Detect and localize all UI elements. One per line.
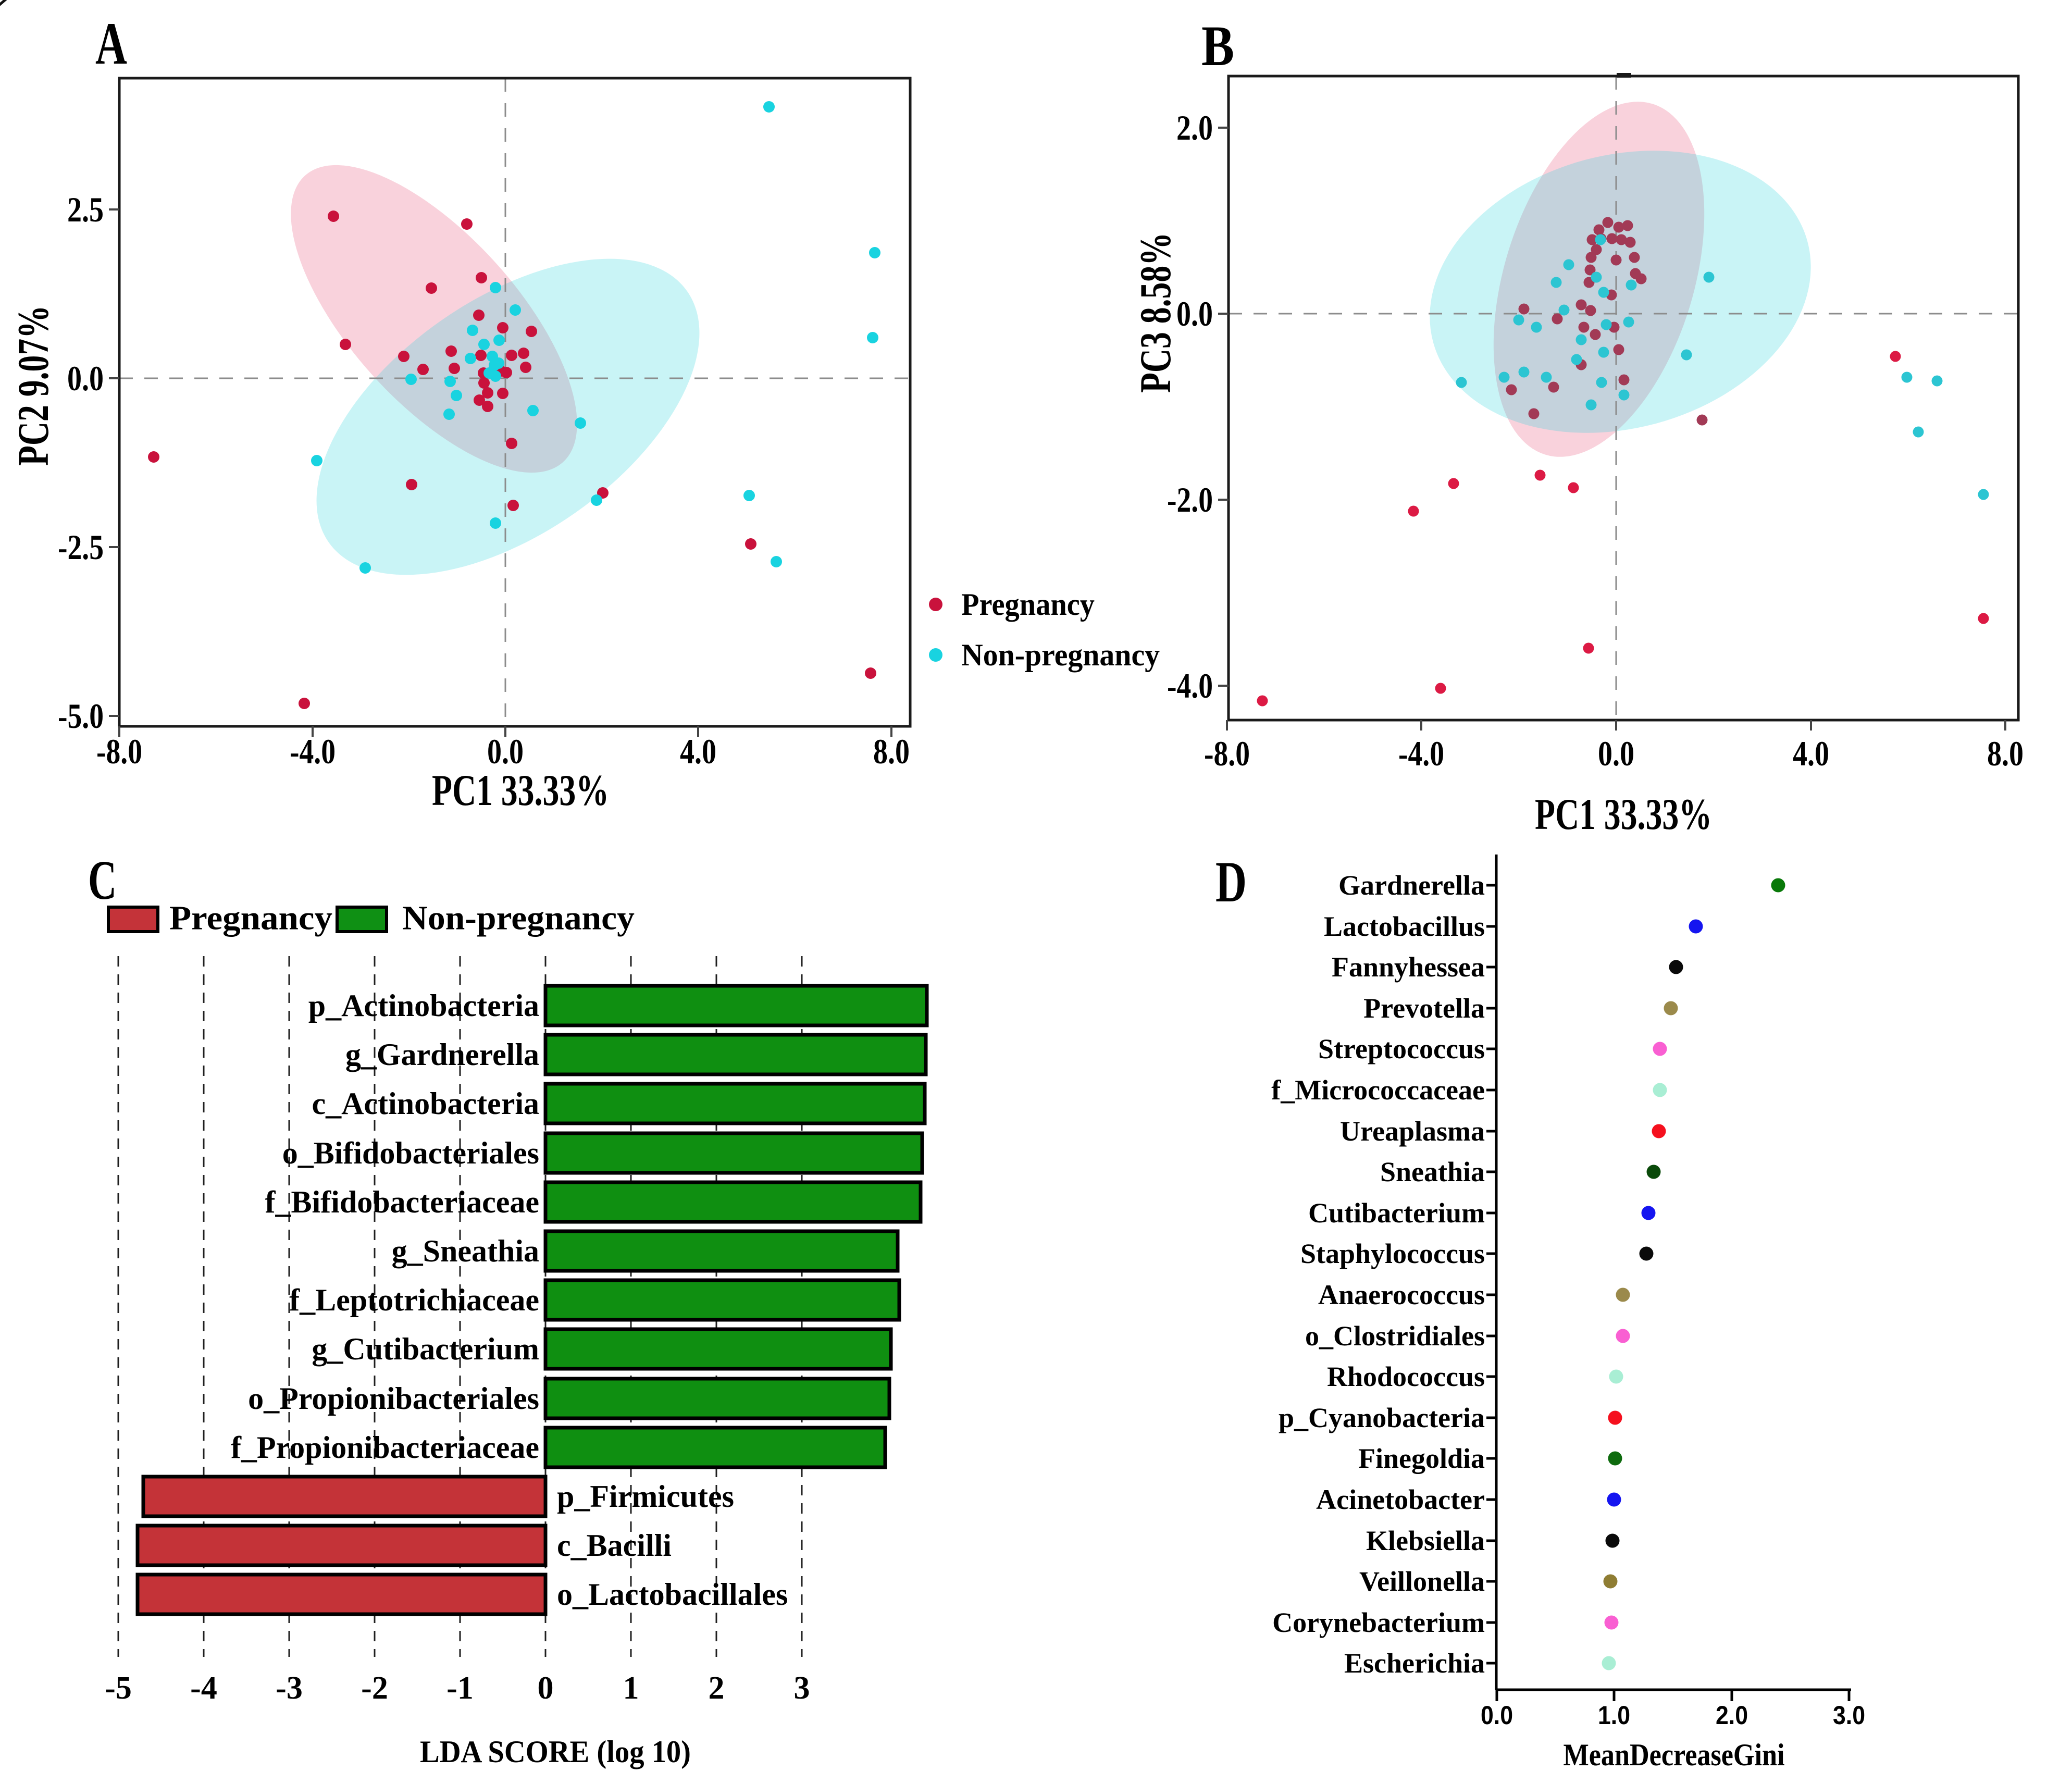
svg-text:o_Bifidobacteriales: o_Bifidobacteriales [282, 1136, 539, 1170]
svg-text:8.0: 8.0 [873, 732, 910, 771]
svg-text:2: 2 [709, 1670, 725, 1706]
svg-text:C: C [88, 850, 117, 911]
svg-text:f_Propionibacteriaceae: f_Propionibacteriaceae [231, 1430, 539, 1465]
svg-text:Prevotella: Prevotella [1363, 993, 1485, 1024]
svg-text:c_Bacilli: c_Bacilli [557, 1528, 672, 1563]
svg-text:Klebsiella: Klebsiella [1366, 1525, 1485, 1556]
svg-text:Escherichia: Escherichia [1344, 1648, 1485, 1679]
svg-text:g_Sneathia: g_Sneathia [392, 1234, 539, 1268]
svg-text:PC2 9.07%: PC2 9.07% [9, 305, 58, 466]
svg-text:LDA SCORE (log 10): LDA SCORE (log 10) [420, 1735, 691, 1769]
svg-text:2.0: 2.0 [1176, 108, 1213, 147]
svg-text:-8.0: -8.0 [1204, 734, 1250, 773]
svg-text:PC3 8.58%: PC3 8.58% [1131, 232, 1180, 393]
svg-text:Veillonella: Veillonella [1359, 1566, 1485, 1597]
svg-text:g_Gardnerella: g_Gardnerella [345, 1037, 539, 1072]
svg-text:PC1 33.33%: PC1 33.33% [432, 766, 609, 815]
svg-text:Sneathia: Sneathia [1380, 1156, 1485, 1187]
svg-text:2.0: 2.0 [1716, 1701, 1748, 1730]
svg-text:4.0: 4.0 [680, 732, 716, 771]
svg-text:Staphylococcus: Staphylococcus [1300, 1238, 1485, 1269]
svg-text:2.5: 2.5 [67, 190, 104, 229]
svg-text:0.0: 0.0 [487, 732, 524, 771]
svg-text:-4.0: -4.0 [290, 732, 336, 771]
svg-text:p_Cyanobacteria: p_Cyanobacteria [1279, 1402, 1485, 1433]
svg-text:A: A [95, 10, 127, 77]
svg-text:f_Bifidobacteriaceae: f_Bifidobacteriaceae [265, 1185, 540, 1219]
svg-text:1.0: 1.0 [1598, 1701, 1630, 1730]
svg-text:-5: -5 [105, 1670, 132, 1706]
svg-text:-3: -3 [276, 1670, 303, 1706]
svg-text:o_Clostridiales: o_Clostridiales [1305, 1320, 1485, 1352]
svg-text:Ureaplasma: Ureaplasma [1340, 1116, 1485, 1147]
svg-text:Pregnancy: Pregnancy [961, 587, 1095, 622]
svg-text:3.0: 3.0 [1833, 1701, 1865, 1730]
svg-text:B: B [1201, 14, 1234, 78]
svg-text:4.0: 4.0 [1793, 734, 1829, 773]
svg-text:Rhodococcus: Rhodococcus [1327, 1361, 1485, 1392]
svg-text:MeanDecreaseGini: MeanDecreaseGini [1564, 1738, 1785, 1772]
svg-text:Cutibacterium: Cutibacterium [1308, 1197, 1485, 1229]
svg-text:-1: -1 [446, 1670, 474, 1706]
svg-text:o_Lactobacillales: o_Lactobacillales [557, 1577, 788, 1612]
svg-text:f_Leptotrichiaceae: f_Leptotrichiaceae [289, 1283, 539, 1317]
svg-text:p_Actinobacteria: p_Actinobacteria [308, 988, 539, 1023]
svg-text:0.0: 0.0 [67, 358, 104, 398]
svg-text:-4: -4 [190, 1670, 217, 1706]
svg-text:Finegoldia: Finegoldia [1358, 1443, 1485, 1474]
svg-text:g_Cutibacterium: g_Cutibacterium [312, 1332, 539, 1366]
svg-text:Non-pregnancy: Non-pregnancy [402, 899, 635, 937]
svg-text:8.0: 8.0 [1987, 734, 2024, 773]
svg-text:Streptococcus: Streptococcus [1318, 1033, 1485, 1064]
svg-text:D: D [1215, 850, 1247, 914]
svg-text:0.0: 0.0 [1598, 734, 1634, 773]
svg-text:Pregnancy: Pregnancy [169, 899, 332, 937]
svg-text:-2.0: -2.0 [1167, 480, 1213, 519]
svg-text:1: 1 [623, 1670, 639, 1706]
svg-text:3: 3 [794, 1670, 810, 1706]
svg-text:-2: -2 [361, 1670, 388, 1706]
svg-text:-8.0: -8.0 [96, 732, 142, 771]
svg-text:Gardnerella: Gardnerella [1338, 870, 1485, 901]
svg-text:0.0: 0.0 [1481, 1701, 1513, 1730]
svg-text:-4.0: -4.0 [1398, 734, 1444, 773]
svg-text:0: 0 [538, 1670, 554, 1706]
svg-text:0.0: 0.0 [1176, 294, 1213, 333]
svg-text:f_Micrococcaceae: f_Micrococcaceae [1271, 1074, 1485, 1106]
svg-text:Anaerococcus: Anaerococcus [1318, 1279, 1485, 1310]
svg-text:-2.5: -2.5 [58, 527, 104, 567]
svg-text:Lactobacillus: Lactobacillus [1324, 911, 1485, 942]
svg-text:Corynebacterium: Corynebacterium [1272, 1607, 1485, 1638]
svg-text:Fannyhessea: Fannyhessea [1332, 951, 1485, 983]
svg-text:Non-pregnancy: Non-pregnancy [961, 638, 1160, 672]
svg-text:-4.0: -4.0 [1167, 666, 1213, 705]
svg-text:PC1 33.33%: PC1 33.33% [1535, 790, 1712, 839]
svg-text:Acinetobacter: Acinetobacter [1316, 1484, 1485, 1515]
svg-text:c_Actinobacteria: c_Actinobacteria [312, 1086, 539, 1121]
svg-text:p_Firmicutes: p_Firmicutes [557, 1479, 734, 1514]
svg-text:-5.0: -5.0 [58, 696, 104, 736]
svg-text:o_Propionibacteriales: o_Propionibacteriales [248, 1381, 539, 1416]
